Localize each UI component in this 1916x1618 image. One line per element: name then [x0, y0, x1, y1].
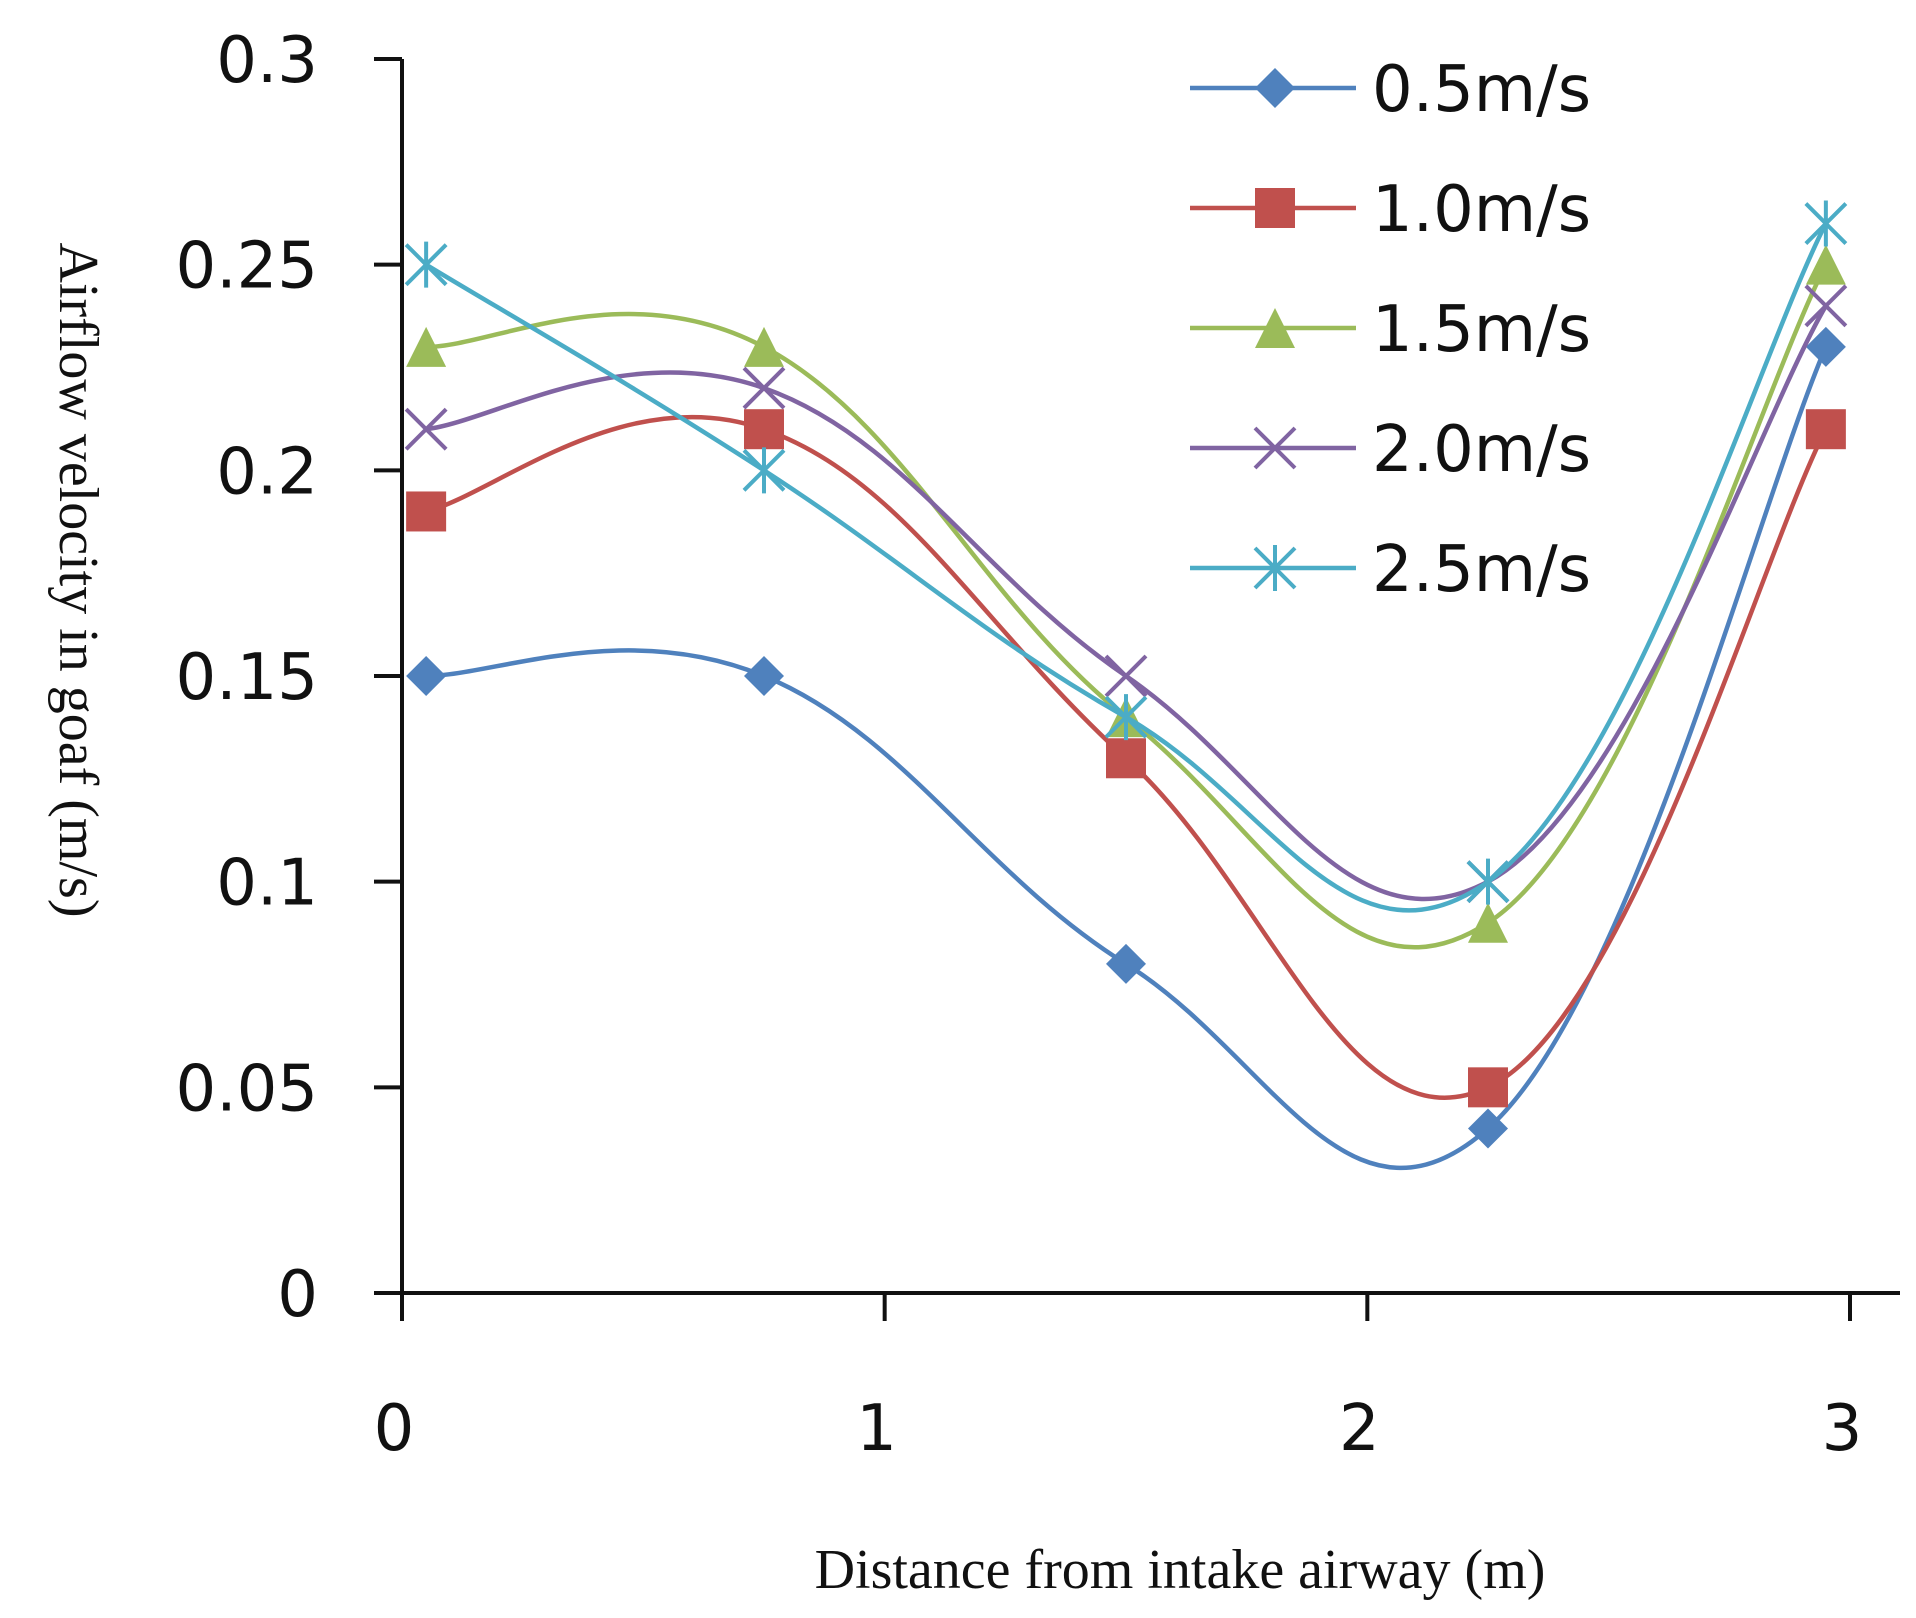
legend-label: 1.0m/s: [1372, 173, 1591, 247]
x-tick-label: 3: [1822, 1392, 1863, 1466]
y-tick-label: 0.1: [216, 847, 318, 921]
series-1: [406, 409, 1846, 1108]
series-2: [406, 244, 1846, 950]
data-point: [1804, 284, 1848, 328]
series-line: [426, 263, 1828, 950]
series-line: [425, 304, 1828, 902]
legend-marker: [1253, 426, 1297, 470]
legend-item: 1.5m/s: [1190, 293, 1591, 367]
data-point: [1805, 244, 1846, 285]
data-point: [1106, 738, 1146, 779]
series-group: [404, 200, 1848, 1170]
data-point: [404, 241, 448, 288]
data-point: [1804, 200, 1848, 247]
legend-item: 0.5m/s: [1190, 53, 1591, 127]
x-axis-title: Distance from intake airway (m): [815, 1539, 1546, 1601]
y-axis-title: Airflow velocity in goaf (m/s): [47, 243, 109, 918]
data-point: [406, 656, 447, 696]
axes: [374, 57, 1900, 1321]
data-point: [406, 491, 447, 532]
y-tick-label: 0.3: [216, 24, 318, 98]
x-tick-label: 1: [856, 1392, 897, 1466]
data-point: [1805, 326, 1846, 367]
y-tick-label: 0: [277, 1258, 318, 1332]
series-line: [425, 414, 1828, 1100]
data-point: [742, 447, 786, 494]
y-tick-label: 0.15: [176, 641, 319, 715]
data-point: [1805, 409, 1846, 450]
legend-label: 0.5m/s: [1372, 53, 1591, 127]
y-tick-label: 0.2: [216, 435, 318, 509]
x-tick-label: 2: [1339, 1392, 1380, 1466]
y-tick-label: 0.05: [176, 1052, 319, 1126]
legend-label: 2.5m/s: [1372, 533, 1591, 607]
series-line: [426, 346, 1828, 1170]
data-point: [1104, 654, 1148, 698]
data-point: [1106, 943, 1146, 984]
data-point: [742, 366, 786, 410]
y-tick-labels: 0 0.05 0.1 0.15 0.2 0.25 0.3: [176, 24, 319, 1332]
legend-item: 2.0m/s: [1190, 413, 1591, 487]
legend-label: 2.0m/s: [1372, 413, 1591, 487]
legend-item: 2.5m/s: [1190, 533, 1591, 607]
y-tick-label: 0.25: [176, 230, 319, 304]
data-point: [1468, 902, 1508, 943]
series-line: [424, 222, 1828, 913]
data-point: [1104, 694, 1148, 741]
x-tick-labels: 0 1 2 3: [374, 1392, 1863, 1466]
data-point: [404, 407, 448, 451]
legend-marker: [1253, 545, 1297, 591]
data-point: [406, 326, 447, 367]
data-point: [1466, 858, 1510, 905]
series-3: [404, 284, 1848, 904]
data-point: [1468, 1108, 1508, 1149]
x-tick-label: 0: [374, 1392, 415, 1466]
series-0: [406, 326, 1846, 1170]
series-4: [404, 200, 1848, 913]
legend-marker: [1255, 68, 1295, 108]
legend-marker: [1255, 188, 1295, 228]
data-point: [744, 326, 784, 367]
data-point: [1468, 1067, 1508, 1108]
legend: 0.5m/s 1.0m/s 1.5m/s 2.0m/s 2.5m/s: [1190, 53, 1591, 607]
legend-marker: [1255, 308, 1295, 348]
data-point: [744, 409, 784, 450]
legend-label: 1.5m/s: [1372, 293, 1591, 367]
legend-item: 1.0m/s: [1190, 173, 1591, 247]
data-point: [744, 656, 784, 696]
